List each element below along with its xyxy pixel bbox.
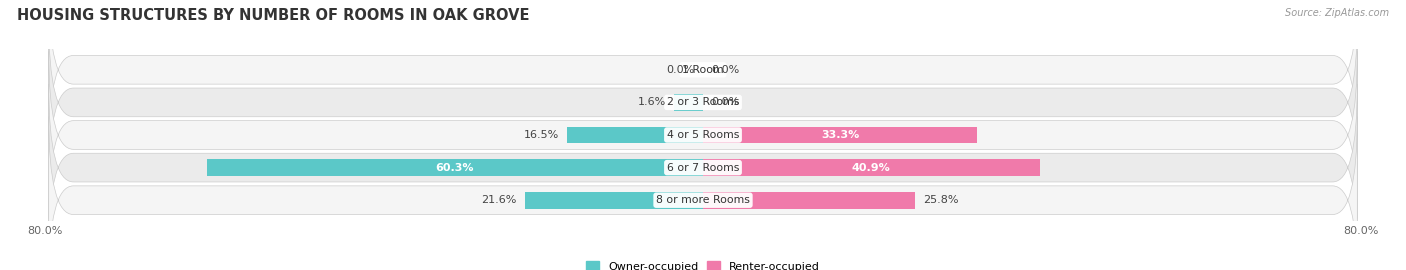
Legend: Owner-occupied, Renter-occupied: Owner-occupied, Renter-occupied (581, 257, 825, 270)
FancyBboxPatch shape (49, 52, 1357, 218)
FancyBboxPatch shape (49, 117, 1357, 270)
Bar (567, 127, 703, 143)
Text: 4 or 5 Rooms: 4 or 5 Rooms (666, 130, 740, 140)
Text: 60.3%: 60.3% (436, 163, 474, 173)
Text: HOUSING STRUCTURES BY NUMBER OF ROOMS IN OAK GROVE: HOUSING STRUCTURES BY NUMBER OF ROOMS IN… (17, 8, 530, 23)
Text: 25.8%: 25.8% (924, 195, 959, 205)
Text: 21.6%: 21.6% (482, 195, 517, 205)
Bar (703, 127, 977, 143)
Text: 1 Room: 1 Room (682, 65, 724, 75)
Bar (675, 94, 703, 111)
Text: 8 or more Rooms: 8 or more Rooms (657, 195, 749, 205)
Text: Source: ZipAtlas.com: Source: ZipAtlas.com (1285, 8, 1389, 18)
Text: 2 or 3 Rooms: 2 or 3 Rooms (666, 97, 740, 107)
Bar (526, 192, 703, 209)
Text: 33.3%: 33.3% (821, 130, 859, 140)
Text: 40.9%: 40.9% (852, 163, 890, 173)
Text: 0.0%: 0.0% (711, 97, 740, 107)
Text: 0.0%: 0.0% (711, 65, 740, 75)
Text: 1.6%: 1.6% (638, 97, 666, 107)
FancyBboxPatch shape (49, 84, 1357, 251)
FancyBboxPatch shape (49, 19, 1357, 186)
Bar (703, 192, 915, 209)
Bar (207, 159, 703, 176)
Bar (703, 159, 1039, 176)
FancyBboxPatch shape (49, 0, 1357, 153)
Text: 6 or 7 Rooms: 6 or 7 Rooms (666, 163, 740, 173)
Text: 0.0%: 0.0% (666, 65, 695, 75)
Text: 16.5%: 16.5% (523, 130, 560, 140)
